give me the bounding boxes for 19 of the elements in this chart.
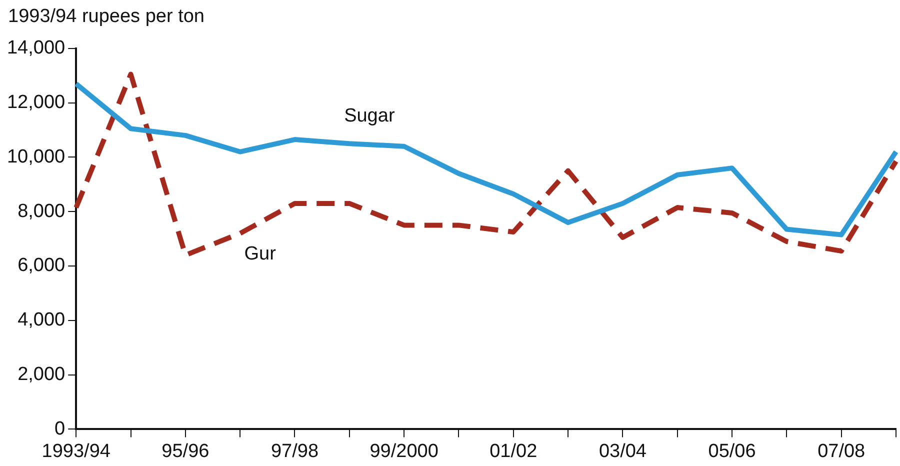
y-tick-label: 10,000: [6, 146, 66, 168]
y-tick-label: 2,000: [18, 364, 66, 386]
y-tick-label: 12,000: [6, 92, 66, 114]
series-label: Sugar: [344, 106, 396, 127]
series-label: Gur: [244, 243, 277, 264]
y-tick-label: 14,000: [6, 38, 66, 59]
x-tick-label: 1993/94: [42, 440, 111, 462]
x-tick-label: 99/2000: [370, 440, 438, 462]
y-tick-label: 8,000: [18, 200, 66, 222]
y-tick-label: 4,000: [18, 310, 66, 331]
y-tick-label: 0: [54, 418, 66, 440]
x-tick-label: 95/96: [162, 440, 210, 462]
y-tick-label: 6,000: [18, 255, 66, 276]
x-tick-label: 97/98: [270, 440, 319, 462]
y-axis-title: 1993/94 rupees per ton: [8, 6, 204, 28]
x-tick-label: 01/02: [490, 440, 538, 462]
x-tick-label: 07/08: [818, 440, 866, 462]
x-tick-label: 03/04: [598, 440, 647, 462]
x-tick-label: 05/06: [708, 440, 756, 462]
